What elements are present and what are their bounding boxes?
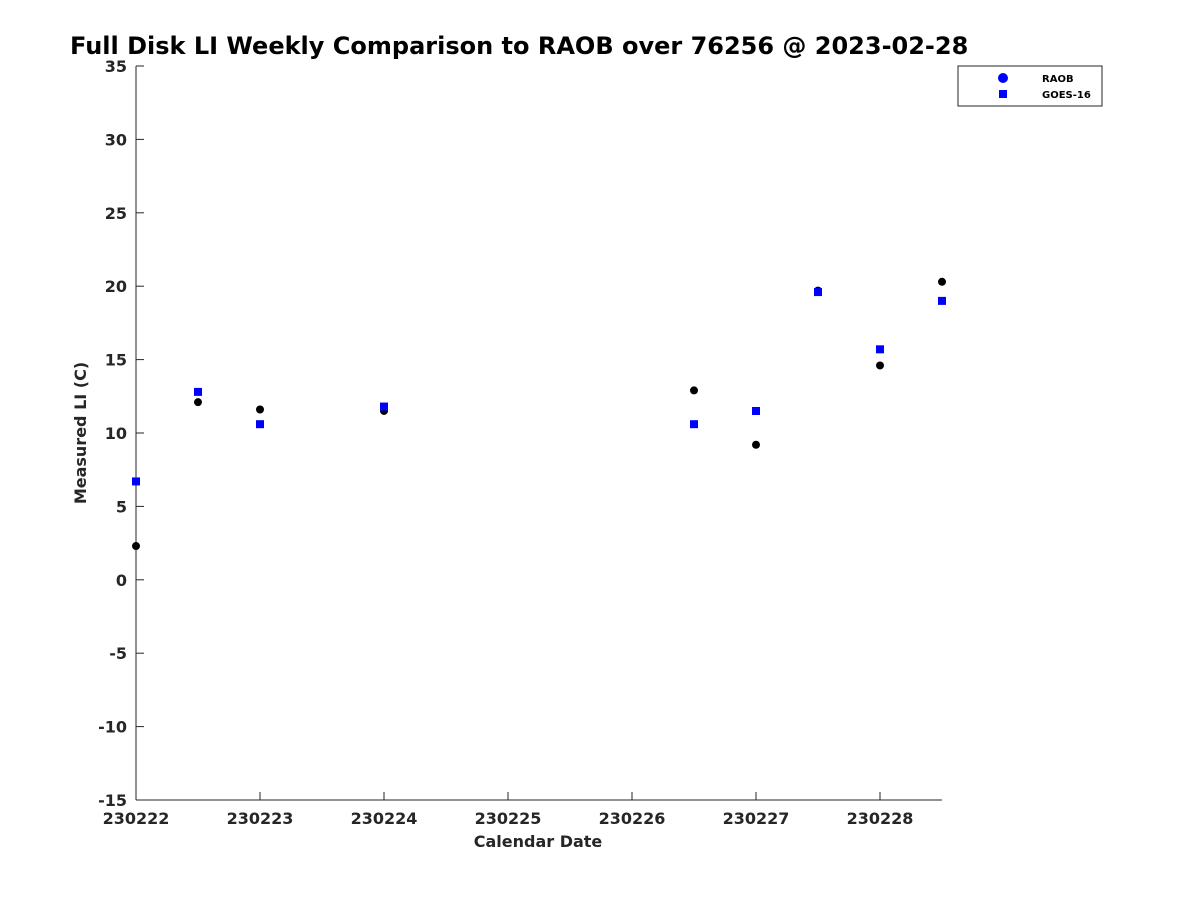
point-goes-16 (814, 288, 822, 297)
point-raob (752, 440, 760, 449)
x-tick-label: 230224 (351, 809, 418, 828)
point-goes-16 (752, 406, 760, 415)
x-tick-label: 230228 (847, 809, 914, 828)
legend-box (957, 65, 1103, 107)
x-tick-label: 230225 (475, 809, 542, 828)
point-goes-16 (194, 387, 202, 396)
legend-label-raob: RAOB (1042, 74, 1074, 85)
point-goes-16 (256, 420, 264, 429)
point-raob (132, 542, 140, 551)
point-goes-16 (938, 296, 946, 305)
legend-label-goes: GOES-16 (1042, 90, 1091, 101)
chart-title: Full Disk LI Weekly Comparison to RAOB o… (70, 32, 968, 60)
legend-marker-raob (998, 73, 1008, 83)
y-tick-label: 0 (116, 571, 127, 590)
point-raob (690, 386, 698, 395)
point-goes-16 (690, 420, 698, 429)
point-raob (256, 405, 264, 414)
point-raob (194, 398, 202, 407)
x-axis-label: Calendar Date (474, 832, 603, 851)
point-raob (876, 361, 884, 370)
x-tick-label: 230227 (723, 809, 790, 828)
point-goes-16 (380, 402, 388, 411)
x-ticks: 230222 230223 230224 230225 230226 230227 2302… (103, 792, 914, 828)
y-tick-label: -15 (98, 791, 127, 810)
y-tick-label: 25 (105, 204, 127, 223)
y-tick-label: 35 (105, 57, 127, 76)
data-points (132, 277, 946, 551)
point-goes-16 (132, 477, 140, 486)
x-tick-label: 230223 (227, 809, 294, 828)
y-tick-label: 15 (105, 351, 127, 370)
y-ticks: -15 -10 -5 0 5 10 15 20 25 30 35 (98, 57, 144, 810)
y-tick-label: -5 (109, 644, 127, 663)
y-axis-label: Measured LI (C) (71, 362, 90, 504)
legend-marker-goes (999, 90, 1007, 98)
y-tick-label: -10 (98, 718, 127, 737)
point-goes-16 (876, 345, 884, 354)
x-tick-label: 230226 (599, 809, 666, 828)
axes (135, 66, 942, 801)
y-tick-label: 30 (105, 130, 127, 149)
y-tick-label: 10 (105, 424, 127, 443)
x-tick-label: 230222 (103, 809, 170, 828)
point-raob (938, 277, 946, 286)
y-tick-label: 20 (105, 277, 127, 296)
y-tick-label: 5 (116, 497, 127, 516)
legend: RAOB GOES-16 (957, 65, 1103, 107)
